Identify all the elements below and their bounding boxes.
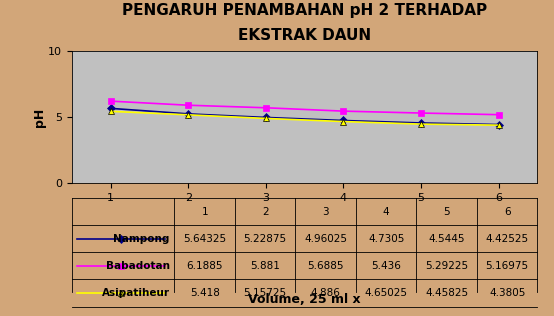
Text: EKSTRAK DAUN: EKSTRAK DAUN [238,28,371,43]
Text: PENGARUH PENAMBAHAN pH 2 TERHADAP: PENGARUH PENAMBAHAN pH 2 TERHADAP [122,3,488,18]
Text: 4.42525: 4.42525 [485,234,529,244]
Text: Asipatiheur: Asipatiheur [102,288,170,298]
Text: 5.29225: 5.29225 [425,261,468,271]
Text: 5.418: 5.418 [189,288,219,298]
Text: 5.881: 5.881 [250,261,280,271]
Text: 5.6885: 5.6885 [307,261,344,271]
Text: 6: 6 [504,207,510,217]
Text: 4.65025: 4.65025 [365,288,408,298]
Text: 4.7305: 4.7305 [368,234,404,244]
Text: 5.436: 5.436 [371,261,401,271]
Text: 4.3805: 4.3805 [489,288,525,298]
Y-axis label: pH: pH [33,107,45,126]
Text: 5.16975: 5.16975 [485,261,529,271]
Text: Nampong: Nampong [114,234,170,244]
Text: 4: 4 [383,207,389,217]
Text: 1: 1 [201,207,208,217]
Text: 6.1885: 6.1885 [186,261,223,271]
Text: 4.5445: 4.5445 [428,234,465,244]
Text: 4.96025: 4.96025 [304,234,347,244]
Text: 4.45825: 4.45825 [425,288,468,298]
Text: 4.886: 4.886 [311,288,341,298]
Text: 5: 5 [443,207,450,217]
Text: 5.64325: 5.64325 [183,234,226,244]
Text: 5.15725: 5.15725 [244,288,287,298]
Text: 2: 2 [262,207,269,217]
Text: 5.22875: 5.22875 [244,234,287,244]
Text: 3: 3 [322,207,329,217]
Text: Volume, 25 ml x: Volume, 25 ml x [248,293,361,306]
Text: Babadotan: Babadotan [106,261,170,271]
